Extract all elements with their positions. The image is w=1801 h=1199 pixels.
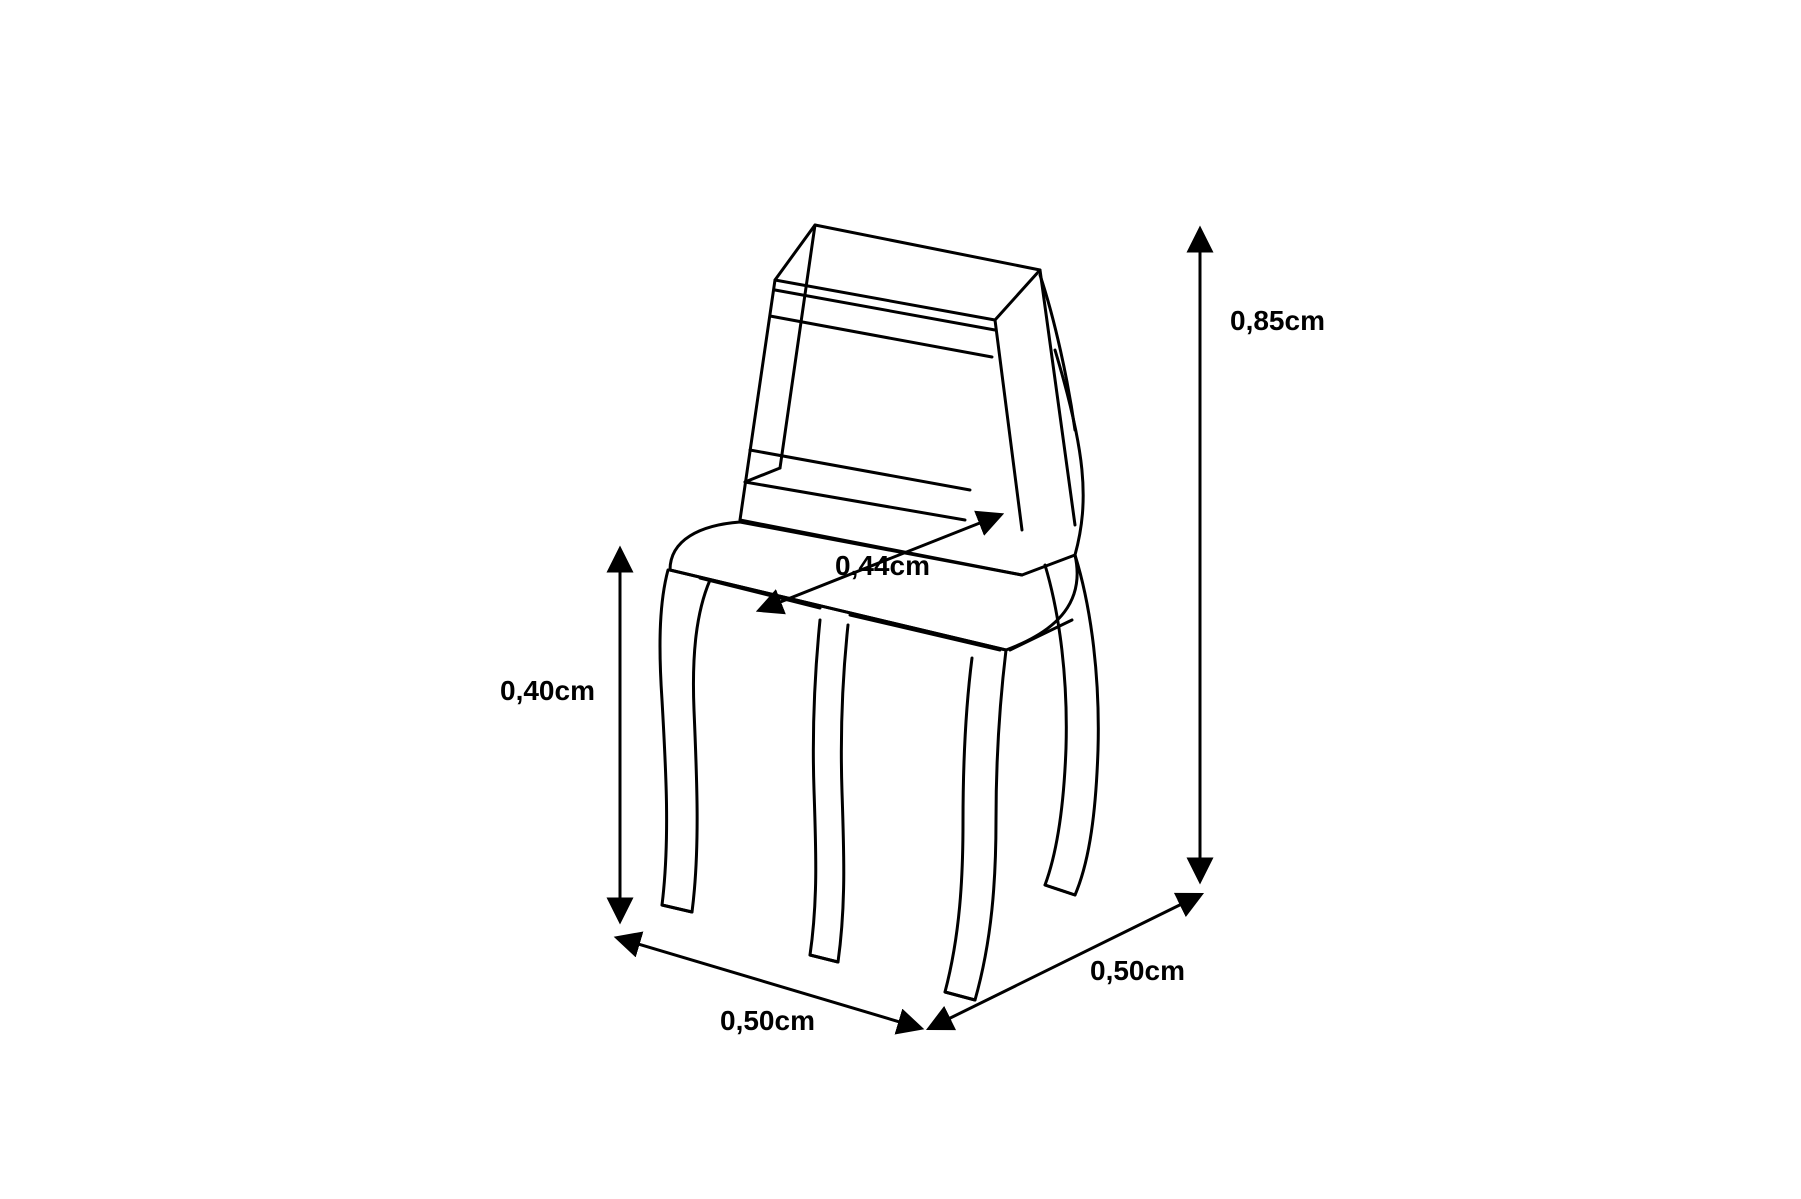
chair-outline — [660, 225, 1098, 1000]
dim-label-depth: 0,50cm — [1090, 955, 1185, 986]
dim-label-total_height: 0,85cm — [1230, 305, 1325, 336]
chair-dimension-diagram: 0,40cm 0,85cm 0,50cm 0,50cm 0,44cm — [0, 0, 1801, 1199]
dim-label-seat_depth: 0,44cm — [835, 550, 930, 581]
dim-label-seat_height: 0,40cm — [500, 675, 595, 706]
dim-label-width: 0,50cm — [720, 1005, 815, 1036]
